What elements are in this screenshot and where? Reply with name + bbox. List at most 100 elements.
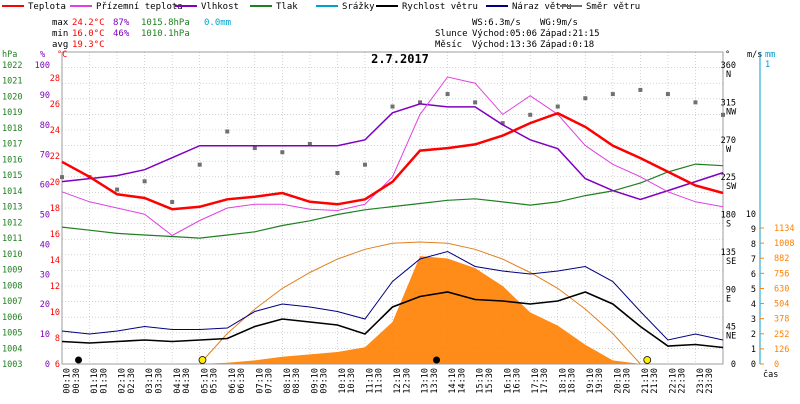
series-dir-point — [693, 100, 698, 105]
axis-tick-hpa: 1020 — [2, 92, 22, 102]
x-tick-label: 10:10 — [338, 368, 348, 394]
legend-label: Vlhkost — [201, 2, 239, 12]
axis-tick-c: 26 — [50, 100, 60, 110]
series-dir-point — [473, 100, 478, 105]
x-tick-label: 17:30 — [540, 368, 550, 394]
series-temperature — [61, 111, 724, 211]
axis-tick-pct: 70 — [40, 151, 50, 161]
sun-set: Západ:21:15 — [540, 29, 600, 39]
axis-tick-ms: 9 — [751, 225, 756, 235]
legend-label: Tlak — [276, 2, 298, 12]
axis-tick-c: 24 — [50, 126, 60, 136]
axis-unit-deg: ° — [725, 50, 730, 60]
series-dir-point — [555, 104, 560, 109]
legend-label: Teplota — [28, 2, 66, 12]
x-tick-label: 22:30 — [678, 368, 688, 394]
x-tick-label: 16:10 — [503, 368, 513, 394]
x-tick-label: 03:10 — [145, 368, 155, 394]
axis-unit-mm: mm — [765, 50, 775, 60]
x-tick-label: 00:30 — [72, 368, 82, 394]
axis-tick-hpa: 1022 — [2, 61, 22, 71]
marker-sun — [198, 356, 207, 364]
x-tick-label: 23:30 — [705, 368, 715, 394]
sun-rise: Východ:05:06 — [472, 29, 537, 39]
x-tick-label: 02:10 — [118, 368, 128, 394]
x-tick-label: 22:10 — [669, 368, 679, 394]
marker-moon — [433, 356, 441, 364]
x-tick-label: 16:30 — [512, 368, 522, 394]
axis-tick-deg: 135 — [721, 248, 736, 258]
axis-unit-ms: m/s — [747, 50, 762, 60]
x-tick-label: 01:30 — [99, 368, 109, 394]
stat-value: max — [52, 18, 69, 28]
axis-tick-pct: 50 — [40, 211, 50, 221]
series-dir-point — [610, 92, 615, 97]
axis-tick-dir: S — [726, 220, 731, 230]
axis-tick-dir: NE — [726, 332, 736, 342]
axis-tick-pct: 10 — [40, 330, 50, 340]
series-dir-point — [197, 162, 202, 167]
axis-tick-ms: 2 — [751, 330, 756, 340]
axis-tick-deg: 180 — [721, 211, 736, 221]
series-dir-point — [335, 170, 340, 175]
x-tick-label: 11:10 — [366, 368, 376, 394]
x-tick-label: 18:30 — [568, 368, 578, 394]
x-tick-label: 09:30 — [320, 368, 330, 394]
x-tick-label: 05:10 — [200, 368, 210, 394]
grid — [61, 51, 724, 365]
stat-value: 0.0mm — [204, 18, 231, 28]
stat-ws: WS:6.3m/s — [472, 18, 521, 28]
axis-tick-c: 28 — [50, 74, 60, 84]
series-wind-speed — [61, 291, 724, 349]
series-dir-point — [721, 112, 725, 117]
x-tick-label: 06:30 — [237, 368, 247, 394]
stat-value: 19.3°C — [72, 40, 105, 50]
axis-tick-solar: 504 — [774, 300, 789, 310]
legend-label: Srážky — [342, 2, 375, 12]
x-axis: 00:10 01:10 02:10 03:10 04:10 05:10 06:10 07:10… — [63, 368, 716, 394]
series-dir-point — [445, 92, 450, 97]
series-dir-point — [280, 150, 285, 155]
series-dir-point — [170, 200, 175, 205]
x-tick-label: 14:10 — [448, 368, 458, 394]
axis-tick-hpa: 1012 — [2, 218, 22, 228]
x-tick-label: 10:30 — [347, 368, 357, 394]
series-dir-point — [307, 141, 312, 146]
axis-tick-c: 18 — [50, 204, 60, 214]
axis-tick-c: 8 — [55, 334, 60, 344]
axis-tick-c: 10 — [50, 308, 60, 318]
axis-tick-solar: 0 — [774, 360, 779, 370]
plot-area — [60, 76, 725, 365]
axis-tick-hpa: 1003 — [2, 360, 22, 370]
stat-value: 24.2°C — [72, 18, 105, 28]
axis-tick-deg: 90 — [726, 285, 736, 295]
axis-tick-dir: SW — [726, 182, 737, 192]
x-tick-label: 19:10 — [586, 368, 596, 394]
axis-tick-solar: 252 — [774, 330, 789, 340]
axis-unit-hpa: hPa — [2, 50, 17, 60]
x-tick-label: 12:10 — [393, 368, 403, 394]
x-tick-label: 08:30 — [292, 368, 302, 394]
x-tick-label: 15:30 — [485, 368, 495, 394]
x-tick-label: 07:30 — [265, 368, 275, 394]
series-dir-point — [115, 187, 120, 192]
x-tick-label: 13:10 — [421, 368, 431, 394]
axis-tick-hpa: 1004 — [2, 344, 22, 354]
axis-tick-ms: 5 — [751, 285, 756, 295]
axis-tick-pct: 100 — [35, 61, 50, 71]
x-tick-label: 23:10 — [696, 368, 706, 394]
axis-tick-hpa: 1005 — [2, 329, 22, 339]
marker-moon — [75, 356, 83, 364]
axis-tick-hpa: 1006 — [2, 313, 22, 323]
axis-tick-dir: W — [726, 145, 732, 155]
axis-tick-pct: 30 — [40, 270, 50, 280]
stat-value: avg — [52, 40, 68, 50]
series-dir-point — [225, 129, 230, 134]
moon-label: Měsíc — [435, 40, 462, 50]
axis-tick-dir: E — [726, 294, 731, 304]
marker-sun — [643, 356, 652, 364]
legend-label: Náraz větru — [512, 2, 572, 12]
x-tick-label: 08:10 — [283, 368, 293, 394]
legend: Teplota Přízemní teplota Vlhkost Tlak Srážky… — [2, 2, 640, 12]
